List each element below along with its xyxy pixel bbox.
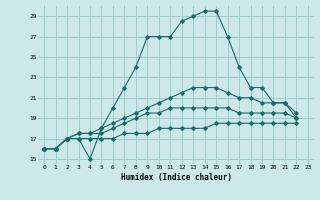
X-axis label: Humidex (Indice chaleur): Humidex (Indice chaleur) — [121, 173, 231, 182]
